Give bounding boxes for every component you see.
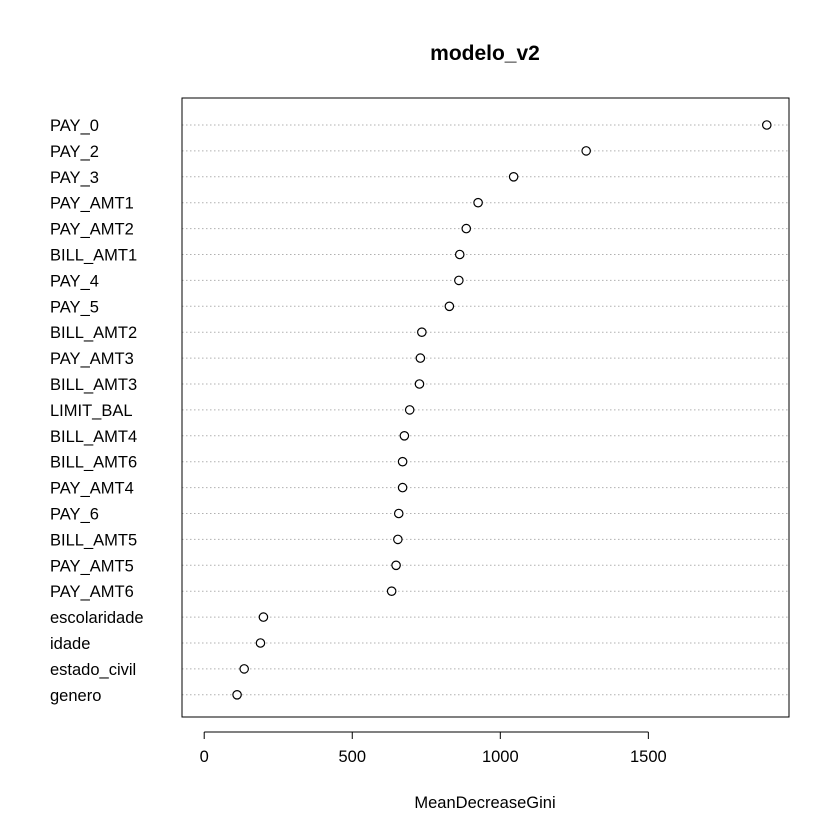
data-point [255,638,266,648]
data-point [454,249,465,260]
data-point [461,223,472,234]
data-point [397,482,408,493]
category-label: PAY_AMT3 [50,350,134,368]
x-tick-label: 500 [338,748,366,766]
data-point [581,146,591,156]
data-point [473,197,483,208]
category-label: PAY_AMT6 [50,583,134,601]
category-label: PAY_5 [50,298,99,316]
data-point [393,508,404,519]
category-label: PAY_AMT2 [50,221,134,239]
data-point [414,379,425,389]
data-point [393,534,403,545]
category-label: BILL_AMT4 [50,428,137,446]
category-label: PAY_2 [50,143,99,161]
category-label: genero [50,687,101,705]
category-label: PAY_4 [50,272,99,290]
data-point [258,612,269,622]
plot-frame [181,97,790,718]
data-point [404,405,415,415]
data-point [239,664,249,674]
data-point [232,689,242,700]
category-label: PAY_AMT1 [50,195,134,213]
category-label: escolaridade [50,609,144,627]
x-tick-label: 0 [200,748,209,766]
data-point [761,120,772,130]
category-label: BILL_AMT1 [50,247,137,265]
category-labels: PAY_0 PAY_2 PAY_3 PAY_AMT1 PAY_AMT2 BILL_AMT1… [50,117,144,705]
data-point [386,586,397,596]
data-point [454,275,464,286]
chart-title: modelo_v2 [430,42,540,65]
data-point [415,353,426,363]
category-label: PAY_AMT5 [50,557,134,575]
data-points [232,120,772,700]
data-point [444,301,455,312]
category-label: BILL_AMT6 [50,454,137,472]
category-label: BILL_AMT3 [50,376,137,394]
category-label: LIMIT_BAL [50,402,133,420]
data-point [397,456,408,467]
category-label: BILL_AMT2 [50,324,137,342]
category-label: BILL_AMT5 [50,531,137,549]
data-point [417,327,427,337]
category-label: estado_civil [50,661,136,679]
x-tick-label: 1500 [630,748,667,766]
category-label: PAY_0 [50,117,99,135]
data-point [399,430,410,441]
x-tick-label: 1000 [482,748,519,766]
x-axis: 0 500 1000 1500 [200,731,667,766]
data-point [508,172,519,182]
category-label: PAY_6 [50,506,99,524]
category-label: idade [50,635,90,653]
grid-lines [182,124,789,696]
category-label: PAY_AMT4 [50,480,134,498]
category-label: PAY_3 [50,169,99,187]
data-point [391,560,401,571]
x-axis-label: MeanDecreaseGini [414,794,555,812]
